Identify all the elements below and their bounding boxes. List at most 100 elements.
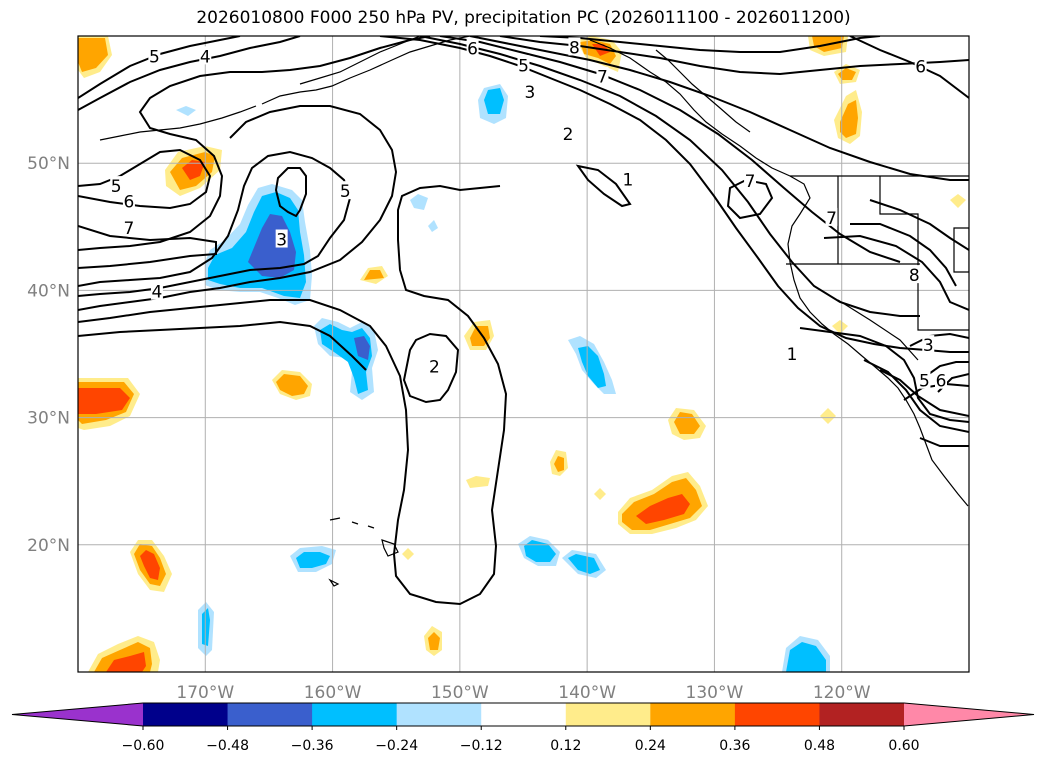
coastlines <box>99 36 969 587</box>
precip-patch <box>78 388 130 414</box>
pv-label-bg <box>199 46 212 65</box>
pv-contour-label: 5 <box>111 177 122 197</box>
lat-tick-label: 40°N <box>27 281 70 301</box>
pv-contour-label: 5 <box>518 56 529 76</box>
precip-patch <box>840 100 858 138</box>
pv-label-bg <box>562 123 575 142</box>
pv-contour-label: 7 <box>745 172 756 192</box>
colorbar-segment <box>396 703 482 726</box>
pv-label-bg <box>786 344 799 362</box>
colorbar-extend-high <box>904 703 1034 726</box>
pv-label-bg <box>568 37 581 56</box>
precip-patch <box>428 632 440 650</box>
pv-label-bg <box>122 191 135 210</box>
precip-patch <box>276 374 308 396</box>
pv-label-bg <box>428 356 441 375</box>
precip-patch <box>484 88 504 114</box>
lon-tick-label: 160°W <box>304 683 362 703</box>
colorbar-tick-label: 0.12 <box>550 738 581 754</box>
precip-patch <box>428 220 438 232</box>
pv-contours <box>78 36 969 606</box>
colorbar-segment <box>650 703 736 726</box>
precip-patch <box>578 346 606 388</box>
precip-patch <box>832 320 848 334</box>
pv-contour-label: 7 <box>597 68 608 88</box>
latitude-tick-labels: 50°N 40°N 30°N 20°N <box>27 154 70 556</box>
colorbar-tick-label: −0.24 <box>375 738 418 754</box>
colorbar-tick-label: 0.60 <box>888 738 919 754</box>
precip-patch <box>786 642 826 672</box>
pv-contour-label: 6 <box>936 372 947 392</box>
lon-tick-label: 120°W <box>813 683 871 703</box>
lon-tick-label: 170°W <box>176 683 234 703</box>
pv-contour-label: 6 <box>467 40 478 60</box>
pv-contour-label: 7 <box>826 209 837 229</box>
pv-label-bg <box>744 171 757 190</box>
pv-contour-label: 8 <box>569 38 580 58</box>
map-title: 2026010800 F000 250 hPa PV, precipitatio… <box>196 8 851 28</box>
pv-label-bg <box>275 229 288 248</box>
precip-patch <box>354 336 370 360</box>
precip-patch <box>594 488 606 500</box>
colorbar-segment <box>143 703 229 726</box>
precip-patch <box>410 194 428 210</box>
pv-label-bg <box>922 335 935 354</box>
pv-label-bg <box>517 55 530 74</box>
pv-label-bg <box>122 218 135 237</box>
colorbar: −0.60 −0.48 −0.36 −0.24 −0.12 0.12 0.24 0.36 0.4… <box>11 702 1035 754</box>
map-frame <box>77 35 970 673</box>
colorbar-segment <box>481 703 567 726</box>
precip-patch <box>950 194 966 208</box>
lat-tick-label: 30°N <box>27 409 70 429</box>
precip-patch <box>140 550 160 580</box>
precip-patch <box>78 38 108 72</box>
precip-patch <box>568 554 600 574</box>
pv-label-bg <box>110 176 123 195</box>
precip-patch <box>364 270 384 280</box>
pv-contour-label: 4 <box>152 283 163 303</box>
pv-label-bg <box>148 46 161 65</box>
pv-label-bg <box>339 181 352 200</box>
colorbar-tick-label: 0.48 <box>804 738 835 754</box>
pv-contour-label: 1 <box>787 345 798 365</box>
pv-contour-label: 8 <box>909 266 920 286</box>
pv-contour-label: 7 <box>124 219 135 239</box>
colorbar-tick-label: −0.12 <box>460 738 503 754</box>
precip-patch <box>296 552 330 568</box>
lon-tick-label: 150°W <box>431 683 489 703</box>
pv-label-bg <box>934 370 947 389</box>
precip-patch <box>202 608 210 646</box>
precip-patch <box>466 476 490 488</box>
lon-tick-label: 140°W <box>558 683 616 703</box>
pv-contour-label: 4 <box>200 47 211 67</box>
lat-tick-label: 50°N <box>27 154 70 174</box>
colorbar-segment <box>312 703 398 726</box>
precip-patch <box>176 106 196 116</box>
longitude-tick-labels: 170°W 160°W 150°W 140°W 130°W 120°W <box>176 683 870 703</box>
colorbar-tick-label: −0.48 <box>206 738 249 754</box>
pv-label-bg <box>914 56 927 75</box>
pv-label-bg <box>150 281 163 300</box>
lon-tick-label: 130°W <box>686 683 744 703</box>
precip-patch <box>524 540 556 562</box>
colorbar-extend-low <box>12 703 143 726</box>
precip-fills <box>78 36 966 672</box>
pv-contour-label: 3 <box>276 231 287 251</box>
pv-contour-label: 5 <box>919 372 930 392</box>
precip-patch <box>402 548 414 560</box>
colorbar-tick-label: 0.24 <box>635 738 666 754</box>
colorbar-tick-label: 0.36 <box>719 738 750 754</box>
pv-contour-label: 5 <box>340 182 351 202</box>
pv-contour-label: 3 <box>923 336 934 356</box>
pv-contour-label: 1 <box>622 171 633 191</box>
pv-contour-label: 2 <box>429 358 440 378</box>
precip-patch <box>838 68 856 80</box>
pv-label-bg <box>621 169 634 188</box>
colorbar-segment <box>565 703 651 726</box>
pv-contour-label: 5 <box>149 47 160 67</box>
pv-contour-label: 3 <box>524 83 535 103</box>
colorbar-tick-label: −0.60 <box>122 738 165 754</box>
pv-label-bg <box>825 207 838 226</box>
